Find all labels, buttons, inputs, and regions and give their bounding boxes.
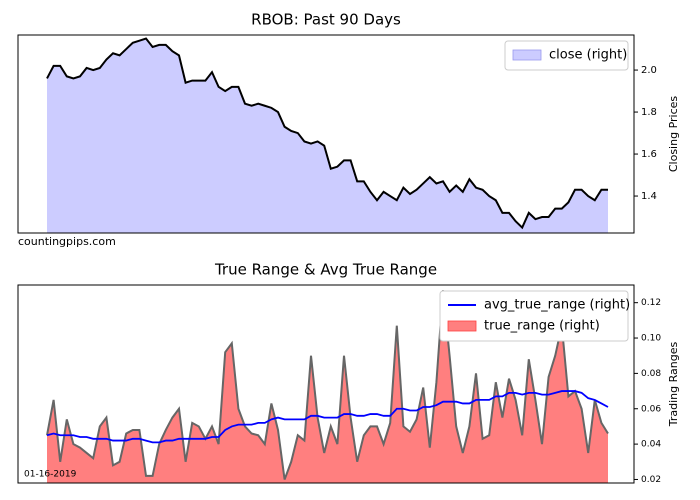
y-tick-label: 1.8 xyxy=(641,107,657,118)
y-tick-label: 2.0 xyxy=(641,65,657,76)
legend-box xyxy=(504,40,629,71)
annotation: countingpips.com xyxy=(18,235,116,248)
plot-frame xyxy=(17,284,635,484)
plot-frame xyxy=(17,34,635,234)
area-line xyxy=(46,37,608,230)
y-tick-label: 1.6 xyxy=(641,149,657,160)
y-tick-label: 0.04 xyxy=(641,440,661,450)
chart-title: RBOB: Past 90 Days xyxy=(251,11,401,29)
y-tick-label: 1.4 xyxy=(641,191,657,202)
y-tick-label: 0.08 xyxy=(641,369,661,379)
legend-swatch xyxy=(447,320,477,332)
area-line xyxy=(46,290,609,480)
chart-title: True Range & Avg True Range xyxy=(214,261,437,279)
legend-box xyxy=(439,290,629,342)
legend-swatch xyxy=(512,49,542,61)
legend-label: close (right) xyxy=(549,48,627,63)
y-axis-label: Trading Ranges xyxy=(667,342,680,428)
y-tick-label: 0.10 xyxy=(641,334,661,344)
y-tick-label: 0.06 xyxy=(641,404,661,414)
legend-label: true_range (right) xyxy=(484,319,600,334)
annotation: 01-16-2019 xyxy=(24,470,77,480)
legend-label: avg_true_range (right) xyxy=(484,298,630,313)
line xyxy=(46,390,609,444)
y-axis-label: Closing Prices xyxy=(667,96,680,173)
y-tick-label: 0.02 xyxy=(641,475,661,485)
y-tick-label: 0.12 xyxy=(641,298,661,308)
